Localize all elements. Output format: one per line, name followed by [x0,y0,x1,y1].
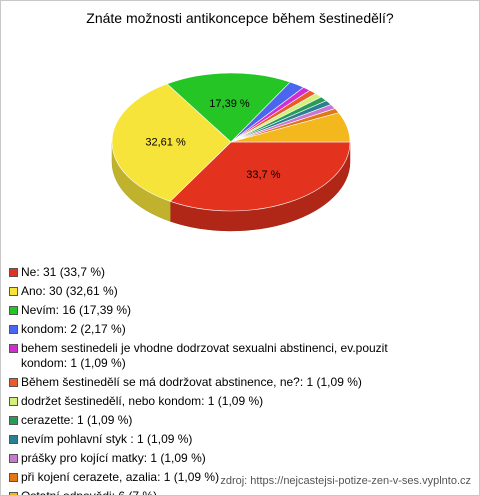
legend-item: Nevím: 16 (17,39 %) [9,303,409,318]
legend: Ne: 31 (33,7 %) Ano: 30 (32,61 %) Nevím: 1… [9,265,409,496]
chart-title: Znáte možnosti antikoncepce během šestin… [86,10,394,26]
legend-swatch [9,492,18,495]
legend-item: behem sestinedeli je vhodne dodrzovat se… [9,341,409,371]
legend-item: kondom: 2 (2,17 %) [9,322,409,337]
legend-swatch [9,397,18,406]
legend-swatch [9,268,18,277]
legend-item: Ostatní odpovědi: 6 (7 %) [9,489,409,496]
slice [169,141,351,212]
legend-swatch [9,378,18,387]
legend-item: Ano: 30 (32,61 %) [9,284,409,299]
legend-label: behem sestinedeli je vhodne dodrzovat se… [21,341,388,370]
legend-label: Během šestinedělí se má dodržovat abstin… [21,375,362,389]
legend-item: nevím pohlavní styk : 1 (1,09 %) [9,432,409,447]
pie-chart: 33,7 % 32,61 % 17,39 % [111,72,351,232]
legend-item: při kojení cerazete, azalia: 1 (1,09 %) [9,470,409,485]
slice [166,72,291,143]
legend-item: cerazette: 1 (1,09 %) [9,413,409,428]
legend-label: cerazette: 1 (1,09 %) [21,413,133,427]
legend-item: prášky pro kojící matky: 1 (1,09 %) [9,451,409,466]
value-label: 32,61 % [145,136,186,148]
value-label: 33,7 % [246,169,280,181]
legend-item: Ne: 31 (33,7 %) [9,265,409,280]
value-label: 17,39 % [209,98,250,110]
legend-label: při kojení cerazete, azalia: 1 (1,09 %) [21,470,220,484]
legend-item: dodržet šestinedělí, nebo kondom: 1 (1,0… [9,394,409,409]
slice [230,112,351,143]
source: zdroj: https://nejcastejsi-potize-zen-v-… [220,475,471,487]
legend-swatch [9,416,18,425]
legend-swatch [9,454,18,463]
legend-swatch [9,344,18,353]
legend-label: Ostatní odpovědi: 6 (7 %) [21,489,158,496]
legend-swatch [9,325,18,334]
legend-label: nevím pohlavní styk : 1 (1,09 %) [21,432,193,446]
legend-item: Během šestinedělí se má dodržovat abstin… [9,375,409,390]
legend-swatch [9,473,18,482]
legend-label: Ne: 31 (33,7 %) [21,265,106,279]
legend-swatch [9,287,18,296]
legend-label: Nevím: 16 (17,39 %) [21,303,132,317]
legend-label: dodržet šestinedělí, nebo kondom: 1 (1,0… [21,394,264,408]
legend-swatch [9,435,18,444]
slice [111,83,232,202]
legend-label: kondom: 2 (2,17 %) [21,322,126,336]
legend-label: prášky pro kojící matky: 1 (1,09 %) [21,451,206,465]
legend-swatch [9,306,18,315]
legend-label: Ano: 30 (32,61 %) [21,284,118,298]
